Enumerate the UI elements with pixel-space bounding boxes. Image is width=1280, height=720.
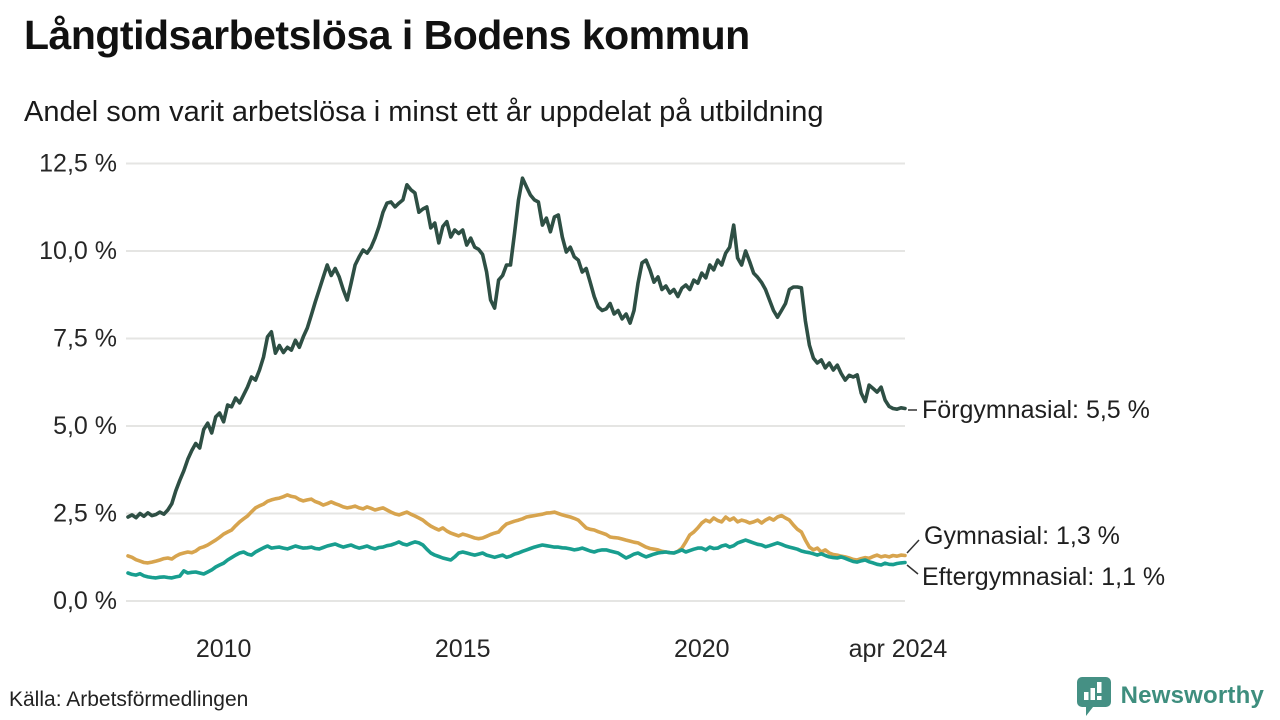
y-axis-label: 5,0 % bbox=[53, 412, 117, 440]
series-line-gymnasial bbox=[126, 493, 907, 565]
y-axis-label: 10,0 % bbox=[39, 237, 117, 265]
leader-line-gymnasial bbox=[906, 539, 920, 554]
x-axis-label: 2010 bbox=[196, 635, 252, 663]
chart-subtitle: Andel som varit arbetslösa i minst ett å… bbox=[24, 96, 824, 128]
x-axis-label: 2020 bbox=[674, 635, 730, 663]
x-axis-label: 2015 bbox=[435, 635, 491, 663]
y-axis-label: 7,5 % bbox=[53, 325, 117, 353]
newsworthy-icon bbox=[1076, 677, 1111, 716]
series-end-label-eftergymnasial: Eftergymnasial: 1,1 % bbox=[922, 563, 1165, 591]
source-note: Källa: Arbetsförmedlingen bbox=[9, 688, 249, 711]
y-axis-label: 2,5 % bbox=[53, 500, 117, 528]
brand-name: Newsworthy bbox=[1120, 682, 1264, 709]
series-line-eftergymnasial bbox=[126, 538, 907, 580]
y-axis-label: 12,5 % bbox=[39, 150, 117, 178]
series-end-label-förgymnasial: Förgymnasial: 5,5 % bbox=[922, 396, 1150, 424]
page-title: Långtidsarbetslösa i Bodens kommun bbox=[24, 12, 750, 58]
x-axis-label: apr 2024 bbox=[849, 635, 948, 663]
series-end-label-gymnasial: Gymnasial: 1,3 % bbox=[924, 522, 1120, 550]
y-axis-label: 0,0 % bbox=[53, 587, 117, 615]
series-line-förgymnasial bbox=[126, 176, 907, 520]
newsworthy-logo: Newsworthy bbox=[1075, 676, 1264, 716]
leader-line-eftergymnasial bbox=[906, 564, 919, 575]
